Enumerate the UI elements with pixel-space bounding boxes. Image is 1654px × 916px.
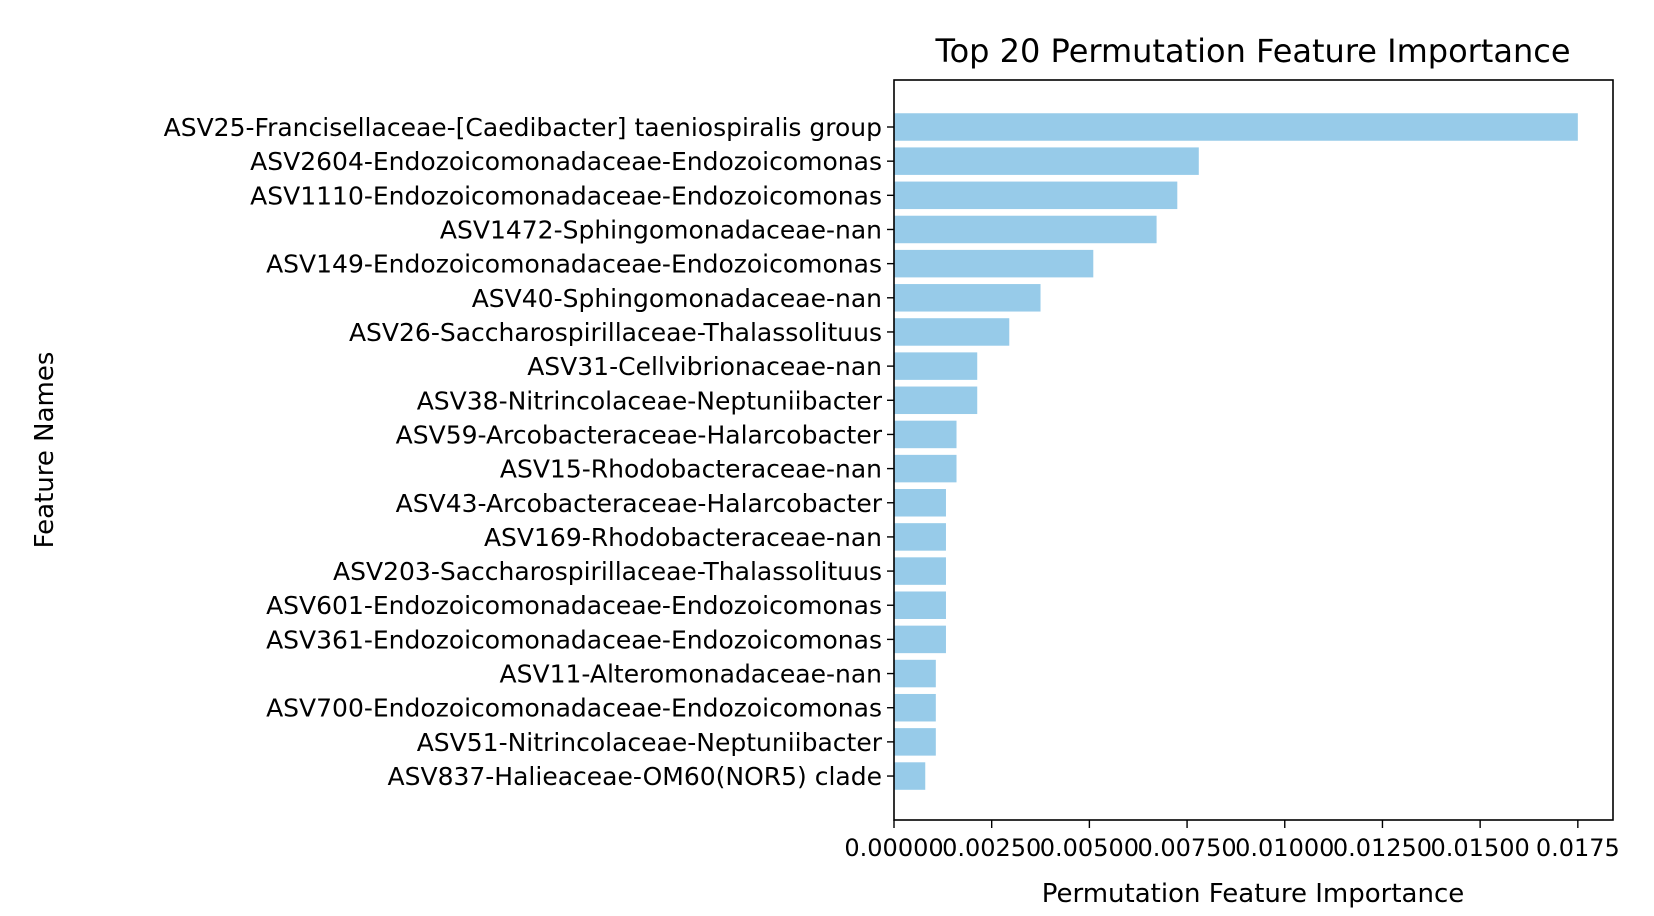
y-tick-label: ASV601-Endozoicomonadaceae-Endozoicomona… [266, 591, 882, 620]
bar-13 [894, 523, 946, 551]
y-tick-label: ASV1472-Sphingomonadaceae-nan [440, 215, 882, 244]
bars-group [894, 113, 1578, 790]
y-tick-label: ASV15-Rhodobacteraceae-nan [500, 455, 882, 484]
x-tick-label: 0.01500 [1431, 834, 1530, 862]
x-tick-label: 0.01000 [1235, 834, 1334, 862]
bar-16 [894, 625, 946, 654]
x-tick-label: 0.00000 [844, 834, 943, 862]
y-tick-label: ASV25-Francisellaceae-[Caedibacter] taen… [164, 113, 882, 142]
x-tick-label: 0.00500 [1040, 834, 1139, 862]
y-tick-label: ASV43-Arcobacteraceae-Halarcobacter [396, 489, 883, 518]
bar-8 [894, 352, 978, 380]
y-tick-label: ASV38-Nitrincolaceae-Neptuniibacter [417, 386, 883, 415]
bar-12 [894, 489, 946, 517]
bar-19 [894, 728, 936, 756]
x-tick-label: 0.01250 [1333, 834, 1432, 862]
bar-14 [894, 557, 946, 585]
bar-6 [894, 284, 1041, 312]
y-tick-label: ASV149-Endozoicomonadaceae-Endozoicomona… [266, 250, 882, 279]
bar-10 [894, 420, 957, 449]
y-tick-label: ASV31-Cellvibrionaceae-nan [527, 352, 882, 381]
y-tick-label: ASV26-Saccharospirillaceae-Thalassolituu… [349, 318, 882, 347]
bar-1 [894, 113, 1578, 141]
y-tick-label: ASV11-Alteromonadaceae-nan [500, 660, 882, 689]
y-axis-label: Feature Names [30, 352, 60, 549]
y-tick-label: ASV2604-Endozoicomonadaceae-Endozoicomon… [250, 147, 882, 176]
x-ticks: 0.000000.002500.005000.007500.010000.012… [844, 820, 1620, 862]
y-tick-label: ASV203-Saccharospirillaceae-Thalassolitu… [333, 557, 882, 586]
y-tick-labels: ASV25-Francisellaceae-[Caedibacter] taen… [164, 113, 894, 791]
x-tick-label: 0.0175 [1536, 834, 1620, 862]
y-tick-label: ASV169-Rhodobacteraceae-nan [484, 523, 882, 552]
x-tick-label: 0.00750 [1137, 834, 1236, 862]
bar-2 [894, 147, 1199, 175]
bar-9 [894, 386, 978, 415]
bar-11 [894, 454, 957, 483]
bar-18 [894, 693, 936, 722]
bar-4 [894, 215, 1157, 244]
y-tick-label: ASV837-Halieaceae-OM60(NOR5) clade [388, 762, 883, 791]
x-tick-label: 0.00250 [942, 834, 1041, 862]
bar-3 [894, 181, 1178, 210]
chart-title: Top 20 Permutation Feature Importance [934, 32, 1570, 70]
y-tick-label: ASV40-Sphingomonadaceae-nan [472, 284, 882, 313]
bar-17 [894, 659, 936, 688]
plot-frame [893, 79, 1614, 821]
y-tick-label: ASV51-Nitrincolaceae-Neptuniibacter [417, 728, 883, 757]
y-tick-label: ASV700-Endozoicomonadaceae-Endozoicomona… [266, 694, 882, 723]
bar-15 [894, 591, 946, 619]
y-tick-label: ASV361-Endozoicomonadaceae-Endozoicomona… [266, 625, 882, 654]
bar-5 [894, 249, 1094, 278]
bar-7 [894, 318, 1010, 346]
y-tick-label: ASV1110-Endozoicomonadaceae-Endozoicomon… [250, 181, 882, 210]
y-tick-label: ASV59-Arcobacteraceae-Halarcobacter [396, 420, 883, 449]
x-axis-label: Permutation Feature Importance [1042, 879, 1465, 909]
bar-20 [894, 762, 926, 790]
